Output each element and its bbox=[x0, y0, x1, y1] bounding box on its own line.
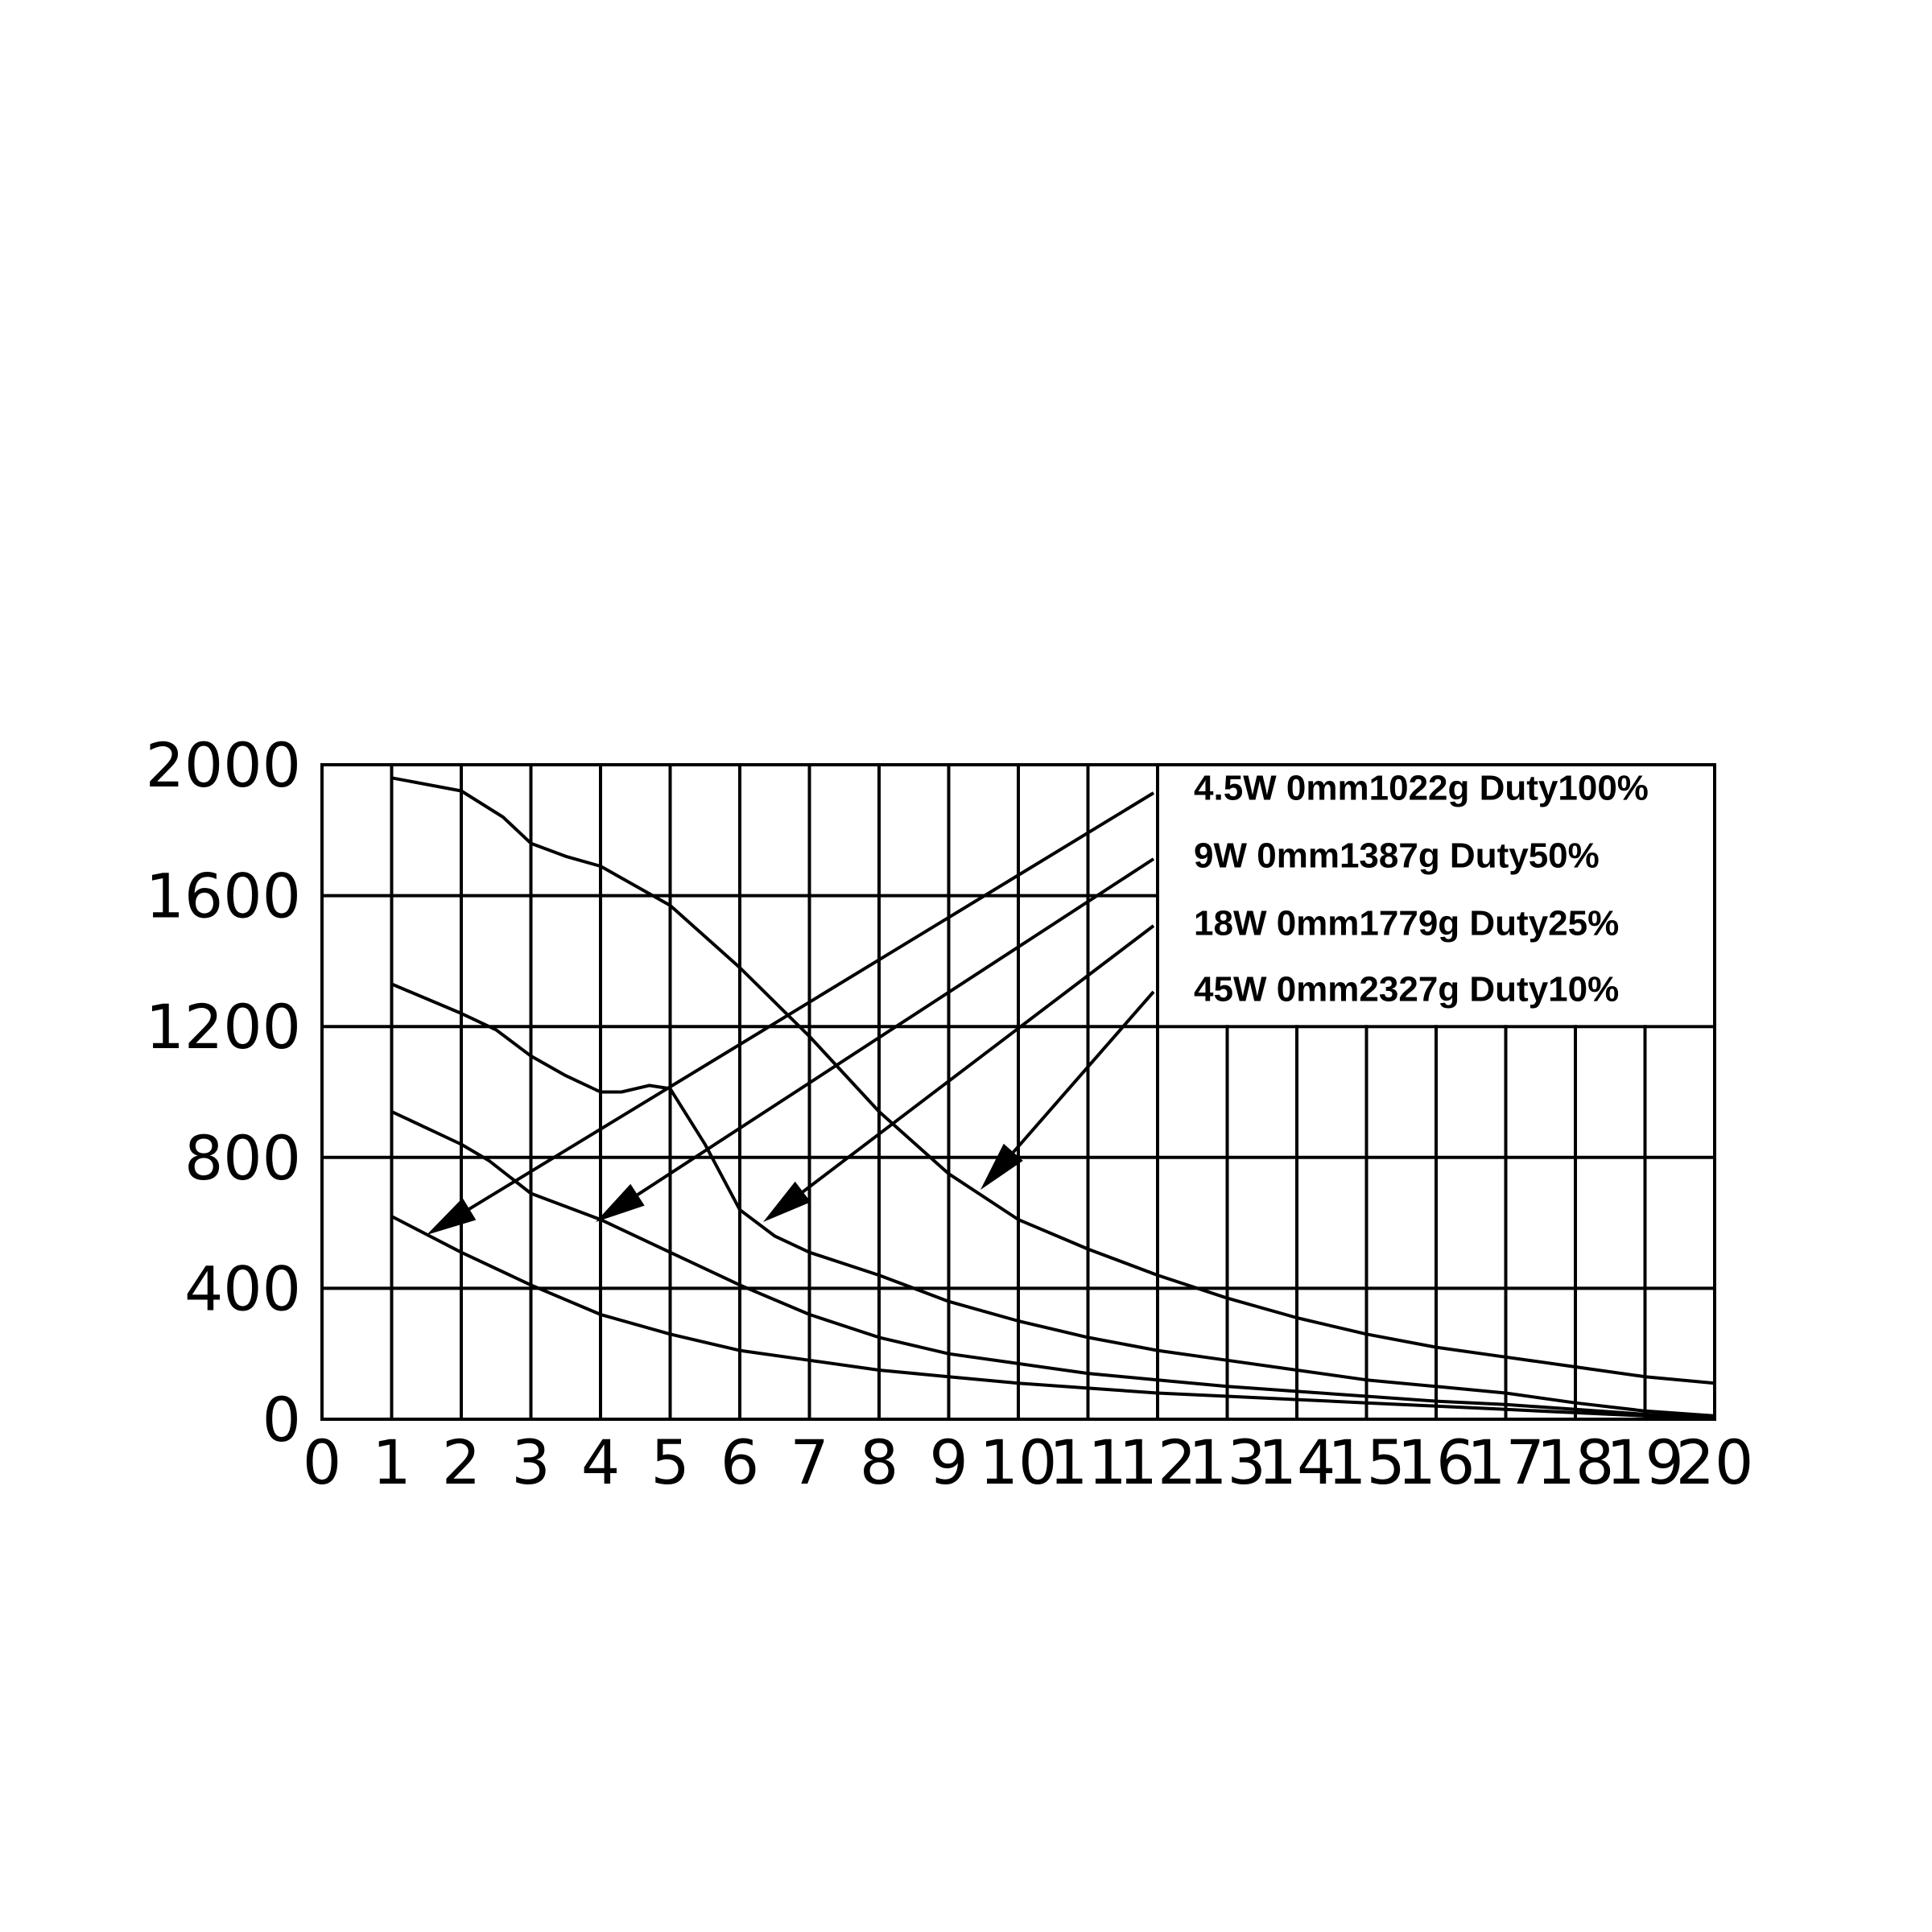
x-tick-label: 16 bbox=[1397, 1426, 1476, 1498]
legend-label-1: 4.5W 0mm1022g Duty100% bbox=[1194, 769, 1649, 808]
pointer-line-4 bbox=[1012, 990, 1155, 1154]
pointer-arrowhead-1 bbox=[427, 1198, 477, 1235]
x-tick-label: 6 bbox=[720, 1426, 759, 1498]
x-tick-label: 9 bbox=[929, 1426, 968, 1498]
y-tick-label: 1200 bbox=[146, 991, 301, 1063]
x-tick-label: 4 bbox=[581, 1426, 620, 1498]
x-tick-label: 3 bbox=[511, 1426, 550, 1498]
x-tick-label: 18 bbox=[1537, 1426, 1615, 1498]
x-tick-label: 19 bbox=[1606, 1426, 1684, 1498]
series-line-1 bbox=[391, 776, 1715, 1385]
x-tick-label: 2 bbox=[442, 1426, 481, 1498]
pointer-line-3 bbox=[802, 924, 1155, 1194]
series-line-3 bbox=[390, 1110, 1715, 1419]
x-tick-label: 13 bbox=[1188, 1426, 1266, 1498]
x-tick-label: 1 bbox=[372, 1426, 411, 1498]
y-axis-ticks: 0 400 800 1200 1600 2000 bbox=[146, 729, 301, 1455]
pointer-arrowhead-2 bbox=[596, 1183, 645, 1222]
legend-label-4: 45W 0mm2327g Duty10% bbox=[1194, 970, 1619, 1009]
x-tick-label: 14 bbox=[1258, 1426, 1336, 1498]
y-tick-label: 800 bbox=[184, 1122, 301, 1194]
legend-pointers bbox=[427, 791, 1155, 1235]
x-tick-label: 11 bbox=[1049, 1426, 1127, 1498]
y-tick-label: 2000 bbox=[146, 729, 301, 801]
legend-box bbox=[1159, 766, 1713, 1026]
legend: 4.5W 0mm1022g Duty100% 9W 0mm1387g Duty50… bbox=[1194, 769, 1649, 1009]
x-tick-label: 12 bbox=[1119, 1426, 1197, 1498]
x-tick-label: 8 bbox=[860, 1426, 898, 1498]
series-line-2 bbox=[390, 982, 1715, 1418]
legend-label-2: 9W 0mm1387g Duty50% bbox=[1194, 836, 1600, 876]
x-tick-label: 15 bbox=[1327, 1426, 1406, 1498]
pointer-arrowhead-3 bbox=[763, 1181, 811, 1222]
x-tick-label: 10 bbox=[980, 1426, 1058, 1498]
x-tick-label: 0 bbox=[303, 1426, 341, 1498]
x-tick-label: 20 bbox=[1676, 1426, 1754, 1498]
pointer-line-2 bbox=[636, 857, 1155, 1196]
x-tick-label: 7 bbox=[790, 1426, 828, 1498]
pointer-arrowhead-4 bbox=[980, 1143, 1023, 1190]
x-tick-label: 17 bbox=[1467, 1426, 1545, 1498]
pointer-line-1 bbox=[468, 791, 1155, 1211]
legend-label-3: 18W 0mm1779g Duty25% bbox=[1194, 904, 1619, 943]
series-lines bbox=[390, 776, 1715, 1421]
y-tick-label: 1600 bbox=[146, 861, 301, 932]
series-line-4 bbox=[390, 1215, 1715, 1421]
x-tick-label: 5 bbox=[650, 1426, 689, 1498]
y-tick-label: 0 bbox=[262, 1384, 301, 1455]
y-tick-label: 400 bbox=[184, 1253, 301, 1324]
